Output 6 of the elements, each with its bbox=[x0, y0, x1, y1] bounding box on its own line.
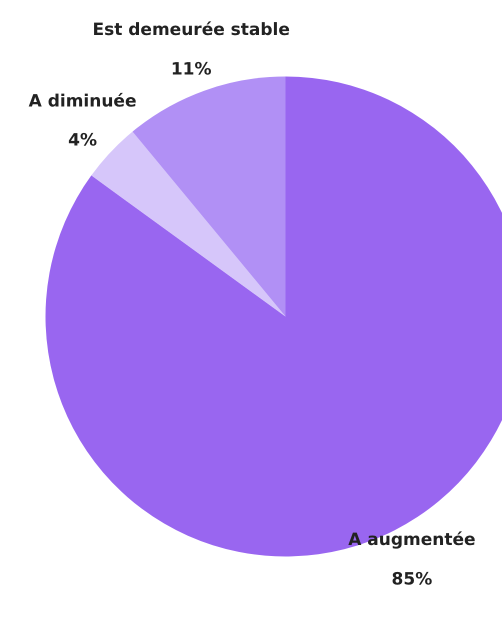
data-label: 85% bbox=[392, 569, 432, 590]
slice-label: A diminuée bbox=[28, 92, 137, 112]
data-label: 11% bbox=[170, 59, 212, 80]
slice-label: A augmentée bbox=[348, 530, 476, 550]
slice-label: Est demeurée stable bbox=[92, 20, 290, 40]
data-label: 4% bbox=[68, 130, 97, 151]
